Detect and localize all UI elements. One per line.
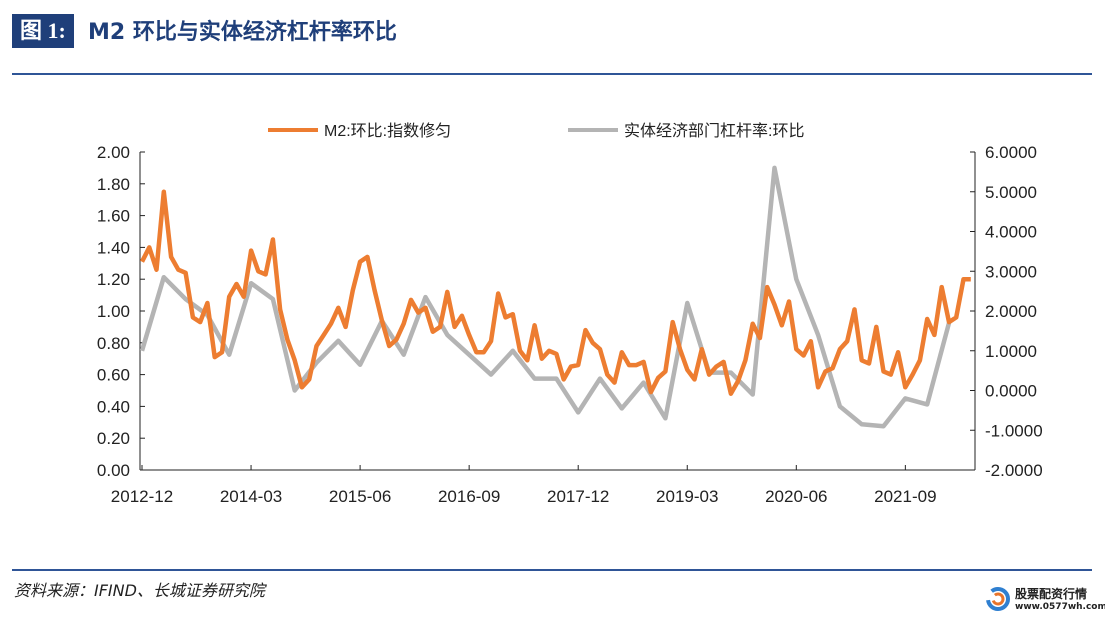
left-tick-label: 0.00 bbox=[97, 461, 130, 480]
right-tick-label: -2.0000 bbox=[985, 461, 1043, 480]
left-tick-label: 1.60 bbox=[97, 207, 130, 226]
watermark-logo: 股票配资行情 www.0577wh.com bbox=[985, 585, 1105, 612]
right-tick-label: 5.0000 bbox=[985, 183, 1037, 202]
series-line-leverage bbox=[139, 165, 952, 429]
figure-label: 图 1: bbox=[12, 14, 74, 48]
right-tick-label: 6.0000 bbox=[985, 143, 1037, 162]
left-tick-label: 1.00 bbox=[97, 302, 130, 321]
right-tick-label: 3.0000 bbox=[985, 262, 1037, 281]
right-tick-label: 4.0000 bbox=[985, 223, 1037, 242]
x-tick-label: 2019-03 bbox=[656, 487, 718, 506]
right-tick-label: 2.0000 bbox=[985, 302, 1037, 321]
left-tick-label: 1.20 bbox=[97, 270, 130, 289]
right-tick-label: 0.0000 bbox=[985, 382, 1037, 401]
watermark-url: www.0577wh.com bbox=[1015, 602, 1105, 612]
legend: M2:环比:指数修匀 实体经济部门杠杆率:环比 bbox=[268, 122, 804, 140]
x-tick-label: 2016-09 bbox=[438, 487, 500, 506]
divider-top bbox=[12, 73, 1092, 75]
x-tick-label: 2017-12 bbox=[547, 487, 609, 506]
x-tick-label: 2021-09 bbox=[874, 487, 936, 506]
chart-title: M2 环比与实体经济杠杆率环比 bbox=[88, 20, 397, 45]
right-tick-label: -1.0000 bbox=[985, 421, 1043, 440]
source-note: 资料来源：IFIND、长城证券研究院 bbox=[14, 581, 265, 600]
watermark-title: 股票配资行情 bbox=[1015, 587, 1088, 601]
legend-label-m2: M2:环比:指数修匀 bbox=[324, 122, 451, 140]
right-tick-label: 1.0000 bbox=[985, 342, 1037, 361]
x-tick-label: 2015-06 bbox=[329, 487, 391, 506]
x-tick-label: 2014-03 bbox=[220, 487, 282, 506]
divider-bottom bbox=[12, 569, 1092, 571]
left-tick-label: 1.40 bbox=[97, 238, 130, 257]
left-tick-label: 0.40 bbox=[97, 397, 130, 416]
legend-label-leverage: 实体经济部门杠杆率:环比 bbox=[624, 122, 804, 140]
left-tick-label: 0.20 bbox=[97, 429, 130, 448]
left-tick-label: 1.80 bbox=[97, 175, 130, 194]
left-tick-label: 0.60 bbox=[97, 366, 130, 385]
x-tick-label: 2012-12 bbox=[111, 487, 173, 506]
logo-swirl-icon bbox=[986, 586, 1010, 611]
x-tick-label: 2020-06 bbox=[765, 487, 827, 506]
chart: M2:环比:指数修匀 实体经济部门杠杆率:环比 0.00 0.20 0.40 0.60… bbox=[97, 122, 1043, 506]
left-tick-label: 0.80 bbox=[97, 334, 130, 353]
left-tick-label: 2.00 bbox=[97, 143, 130, 162]
